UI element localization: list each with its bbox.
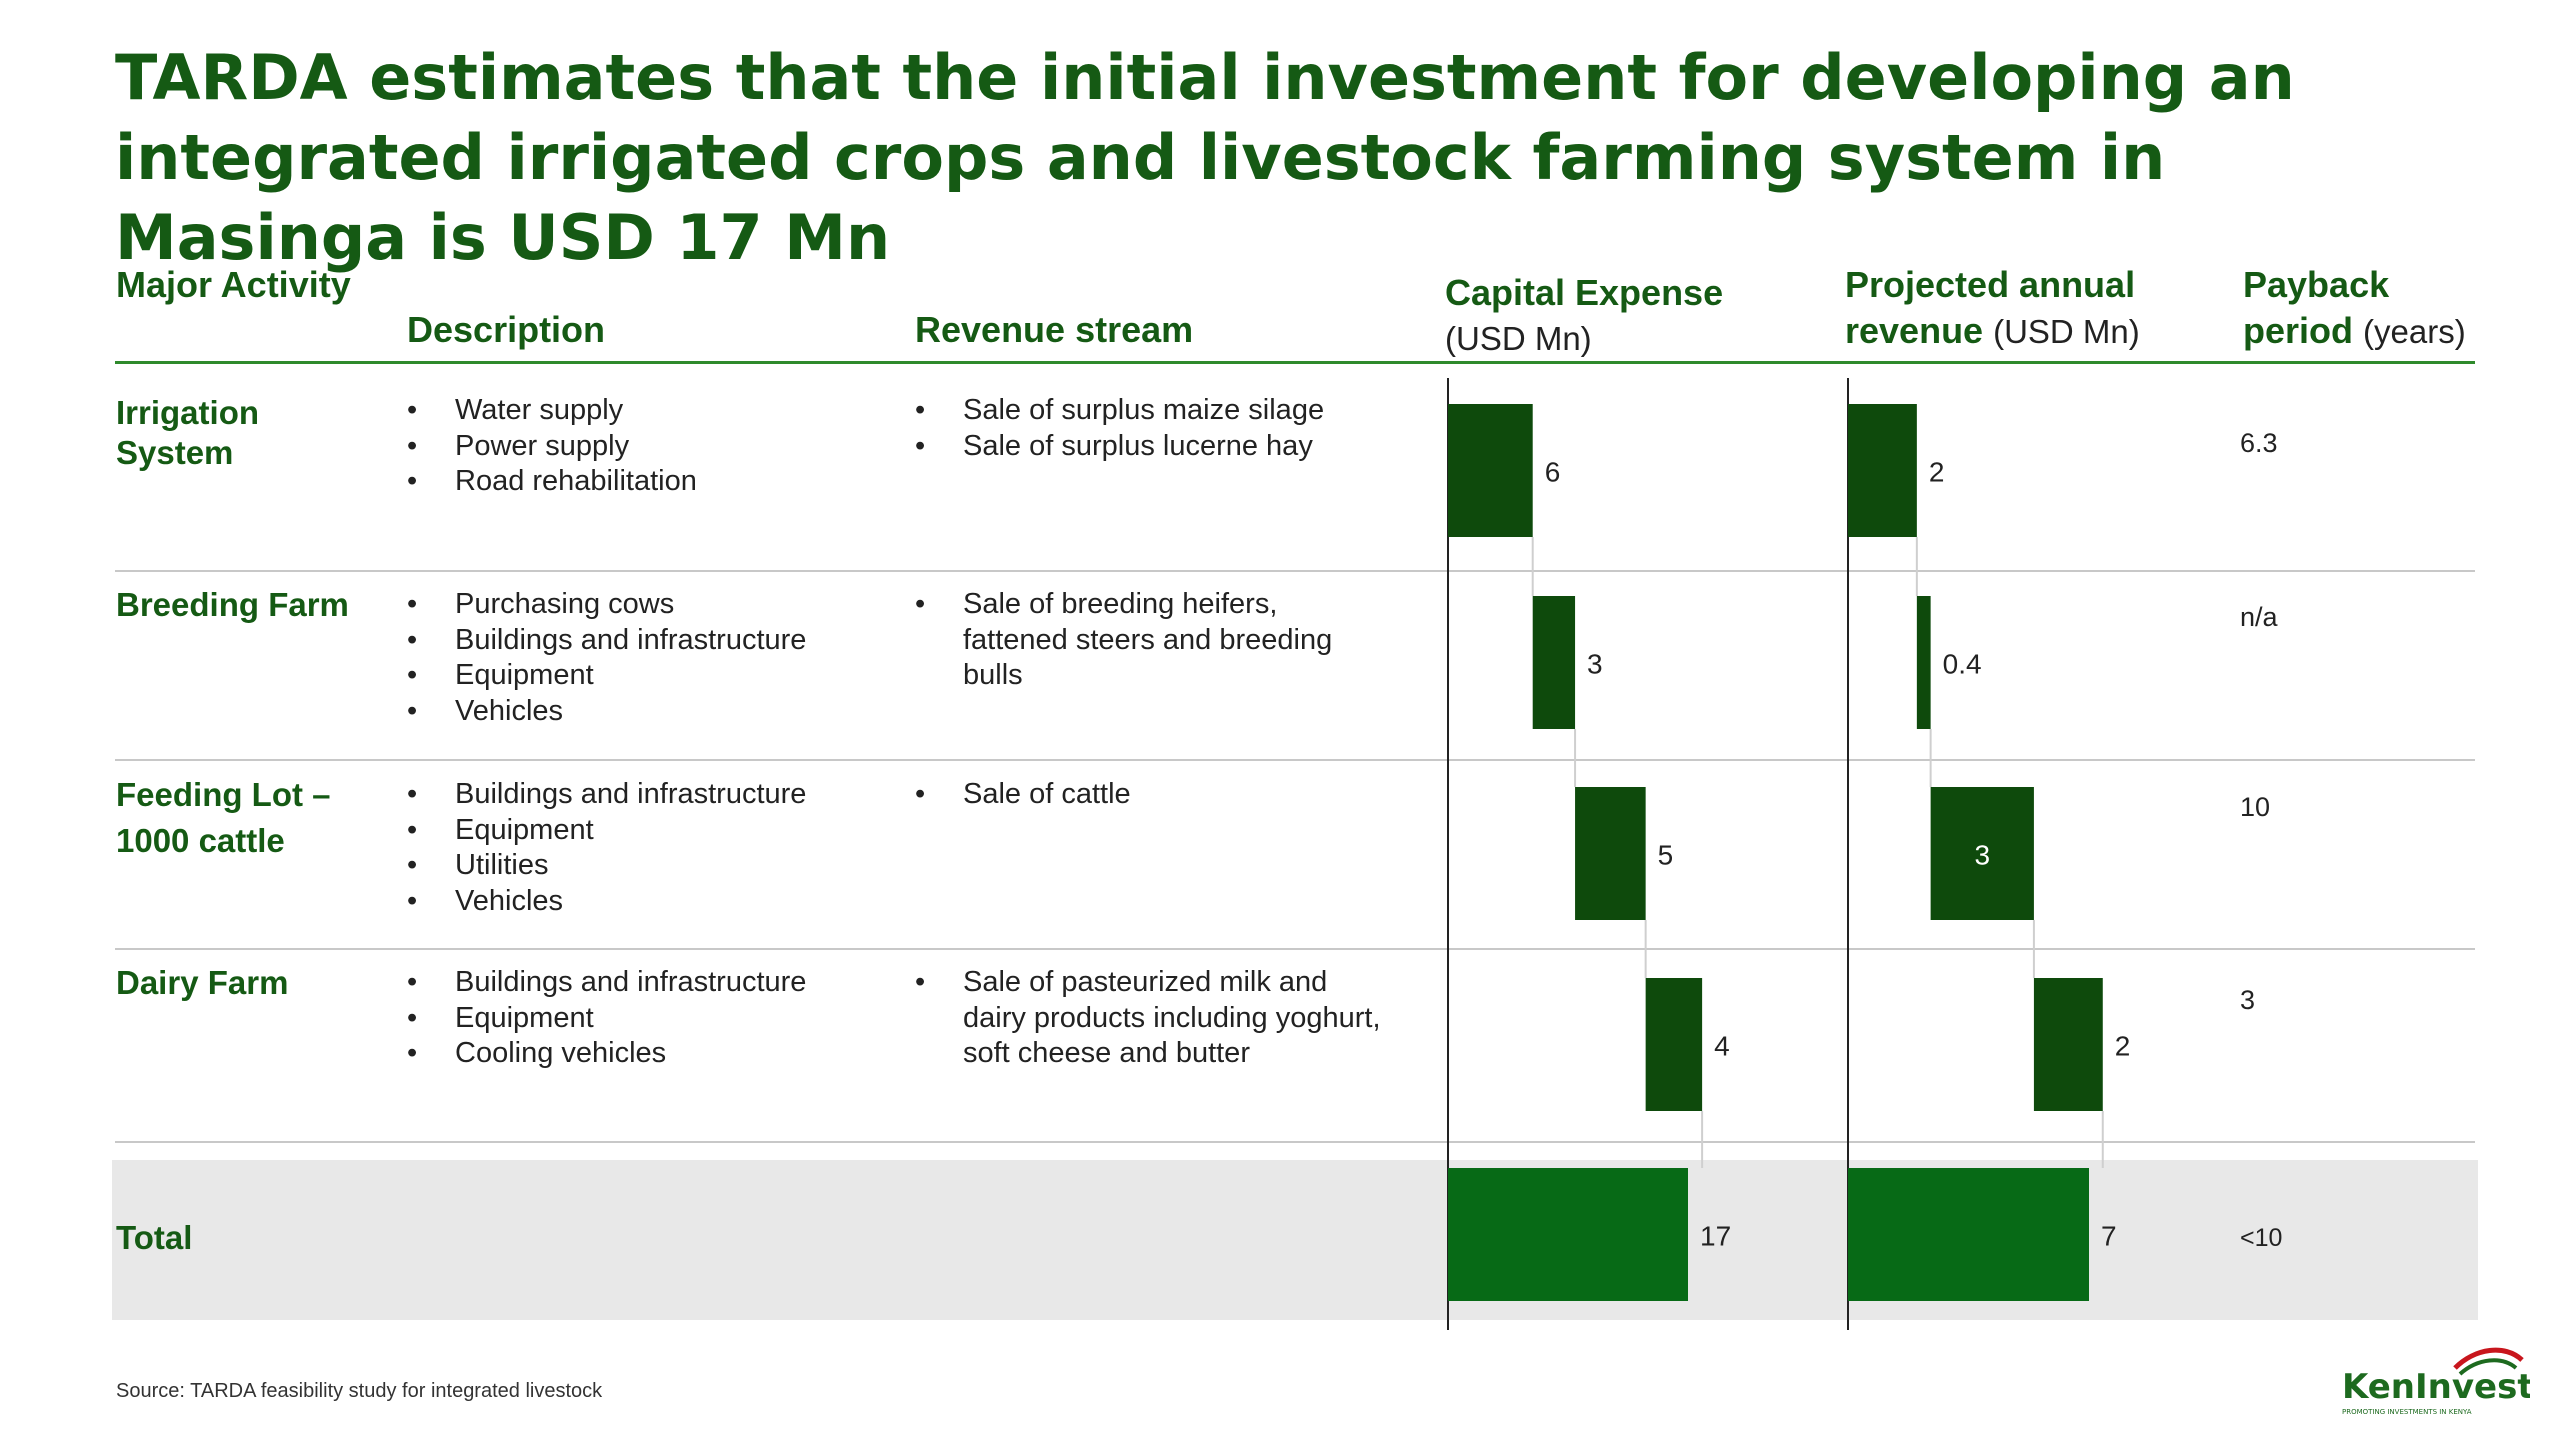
list-item: Equipment <box>407 813 806 849</box>
logo-tagline: PROMOTING INVESTMENTS IN KENYA <box>2342 1408 2472 1416</box>
header-description: Description <box>407 307 605 353</box>
page-title: TARDA estimates that the initial investm… <box>115 41 2295 274</box>
capex-bar-4 <box>1448 1168 1688 1301</box>
capex-bar-1 <box>1532 596 1576 729</box>
header-rule <box>115 361 2475 364</box>
list-item: Water supply <box>407 393 697 429</box>
header-activity-label: Major Activity <box>116 264 351 305</box>
list-item: Buildings and infrastructure <box>407 623 806 659</box>
capex-data-label-2: 5 <box>1658 840 1674 871</box>
activity-label: Breeding Farm <box>116 586 349 623</box>
revenue-stream-list: Sale of cattle <box>915 777 1375 813</box>
header-revenue-unit: (USD Mn) <box>1993 313 2140 350</box>
payback-value: 3 <box>2240 985 2256 1015</box>
header-capex-unit: (USD Mn) <box>1445 320 1592 357</box>
header-revenue-stream: Revenue stream <box>915 307 1193 353</box>
capex-bar-2 <box>1575 787 1646 920</box>
revenue-data-label-3: 2 <box>2115 1031 2131 1062</box>
revenue-data-label-1: 0.4 <box>1943 649 1982 680</box>
list-item: Vehicles <box>407 884 806 920</box>
revenue-bar-0 <box>1848 404 1917 537</box>
activity-label: Irrigation System <box>116 394 260 471</box>
header-description-label: Description <box>407 309 606 350</box>
activity-label: Dairy Farm <box>116 964 289 1001</box>
payback-value: 10 <box>2240 792 2271 822</box>
header-revenue: Projected annual revenue (USD Mn) <box>1845 262 2225 355</box>
row-separator <box>115 1141 2475 1143</box>
revenue-stream-list: Sale of breeding heifers, fattened steer… <box>915 587 1375 694</box>
row-separator <box>115 570 2475 572</box>
description-list: Purchasing cows Buildings and infrastruc… <box>407 587 806 729</box>
total-label: Total <box>116 1219 193 1256</box>
list-item: Utilities <box>407 848 806 884</box>
header-capex-label: Capital Expense <box>1445 272 1724 313</box>
revenue-stream-list: Sale of pasteurized milk and dairy produ… <box>915 965 1385 1072</box>
list-item: Equipment <box>407 1001 806 1037</box>
list-item: Sale of pasteurized milk and dairy produ… <box>915 965 1385 1072</box>
list-item: Equipment <box>407 658 806 694</box>
header-revenue-stream-label: Revenue stream <box>915 309 1194 350</box>
list-item: Buildings and infrastructure <box>407 777 806 813</box>
description-list: Water supply Power supply Road rehabilit… <box>407 393 697 500</box>
list-item: Sale of surplus lucerne hay <box>915 429 1375 465</box>
list-item: Cooling vehicles <box>407 1036 806 1072</box>
revenue-bar-1 <box>1916 596 1931 729</box>
logo-wordmark: KenInvest <box>2342 1367 2530 1407</box>
payback-value: n/a <box>2240 602 2278 632</box>
source-note: Source: TARDA feasibility study for inte… <box>116 1380 603 1402</box>
header-activity: Major Activity <box>116 262 356 308</box>
list-item: Road rehabilitation <box>407 464 697 500</box>
header-payback-label: Payback period <box>2243 264 2390 351</box>
list-item: Purchasing cows <box>407 587 806 623</box>
activity-label: Feeding Lot – 1000 cattle <box>116 776 331 859</box>
capex-data-label-4: 17 <box>1700 1221 1731 1252</box>
capex-data-label-0: 6 <box>1545 457 1561 488</box>
list-item: Sale of cattle <box>915 777 1375 813</box>
list-item: Sale of breeding heifers, fattened steer… <box>915 587 1375 694</box>
revenue-data-label-4: 7 <box>2101 1221 2117 1252</box>
revenue-bar-4 <box>1848 1168 2089 1301</box>
revenue-data-label-2: 3 <box>1974 840 1990 871</box>
description-list: Buildings and infrastructure Equipment C… <box>407 965 806 1072</box>
description-list: Buildings and infrastructure Equipment U… <box>407 777 806 919</box>
header-revenue-label: Projected annual revenue <box>1845 264 2136 351</box>
revenue-bar-3 <box>2033 978 2103 1111</box>
revenue-stream-list: Sale of surplus maize silage Sale of sur… <box>915 393 1375 464</box>
keninvest-logo: KenInvest PROMOTING INVESTMENTS IN KENYA <box>2342 1347 2530 1416</box>
list-item: Power supply <box>407 429 697 465</box>
capex-bar-3 <box>1645 978 1703 1111</box>
header-capex: Capital Expense (USD Mn) <box>1445 270 1825 362</box>
revenue-data-label-0: 2 <box>1929 457 1945 488</box>
row-separator <box>115 948 2475 950</box>
capex-bar-0 <box>1448 404 1533 537</box>
payback-value: 6.3 <box>2240 428 2278 458</box>
list-item: Vehicles <box>407 694 806 730</box>
list-item: Sale of surplus maize silage <box>915 393 1375 429</box>
header-payback: Payback period (years) <box>2243 262 2483 355</box>
list-item: Buildings and infrastructure <box>407 965 806 1001</box>
revenue-bar-2 <box>1930 787 2034 920</box>
total-payback-value: <10 <box>2240 1224 2283 1252</box>
capex-data-label-1: 3 <box>1587 649 1603 680</box>
capex-data-label-3: 4 <box>1714 1031 1730 1062</box>
header-payback-unit: (years) <box>2363 313 2466 350</box>
row-separator <box>115 759 2475 761</box>
